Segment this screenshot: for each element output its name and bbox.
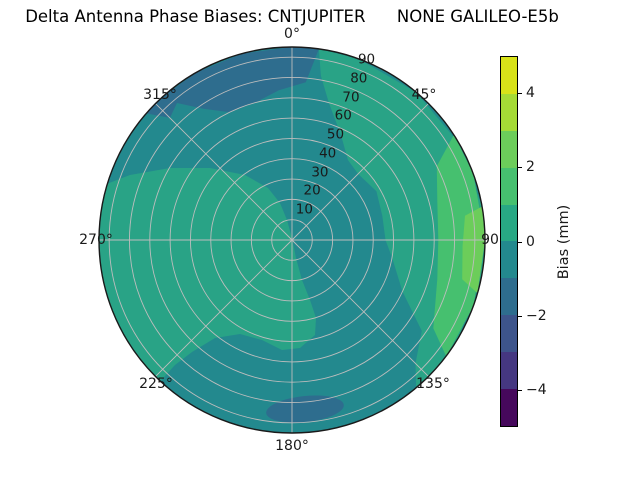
theta-tick-label-90: 90: [481, 232, 499, 248]
r-tick-label-60: 60: [334, 107, 352, 124]
theta-tick-label-180: 180°: [275, 438, 309, 454]
colorbar-tickmark-4: [518, 93, 522, 95]
r-tick-label-50: 50: [326, 126, 345, 143]
grid-spoke-45: [291, 103, 429, 241]
colorbar-ticklabel-2: 2: [526, 159, 535, 176]
r-tick-label-80: 80: [350, 70, 368, 86]
colorbar-band-3: [501, 167, 517, 205]
colorbar-ticklabel-4: 4: [526, 85, 535, 102]
colorbar-axis-label: Bias (mm): [556, 204, 572, 280]
colorbar-band-8: [501, 352, 517, 390]
theta-tick-label-135: 135°: [416, 376, 450, 392]
colorbar-band-6: [501, 278, 517, 316]
r-tick-label-40: 40: [319, 145, 337, 162]
colorbar-ticklabel-−4: −4: [526, 381, 547, 398]
grid-spoke-315: [155, 103, 293, 241]
colorbar-ticklabel-0: 0: [526, 233, 535, 250]
contour-region-right-rim-bright-patch: [462, 206, 485, 294]
colorbar-tickmark-0: [518, 241, 522, 243]
r-tick-label-70: 70: [342, 88, 360, 105]
theta-tick-label-270: 270°: [79, 232, 113, 248]
contour-region-center-left-blob: [99, 168, 316, 382]
colorbar-band-2: [501, 130, 517, 168]
theta-tick-label-45: 45°: [411, 87, 437, 103]
polar-rim: [98, 46, 486, 434]
colorbar-band-0: [501, 57, 517, 94]
contour-region-top-dark-band: [146, 47, 319, 118]
colorbar-tickmark-−4: [518, 389, 522, 391]
colorbar-band-1: [501, 93, 517, 131]
grid-spoke-135: [291, 239, 429, 377]
contour-region-right-rim-strip: [433, 134, 485, 357]
r-tick-label-20: 20: [303, 182, 321, 199]
r-tick-label-30: 30: [311, 163, 329, 180]
colorbar-band-5: [501, 241, 517, 279]
colorbar-band-9: [501, 389, 517, 426]
colorbar-band-7: [501, 315, 517, 353]
colorbar-ticklabel-−2: −2: [526, 307, 547, 324]
r-tick-label-90: 90: [357, 51, 376, 68]
theta-tick-label-315: 315°: [143, 87, 177, 103]
colorbar: [500, 56, 518, 427]
grid-spoke-225: [155, 239, 293, 377]
colorbar-tickmark-−2: [518, 315, 522, 317]
r-tick-label-10: 10: [295, 201, 313, 218]
chart-title: Delta Antenna Phase Biases: CNTJUPITER N…: [25, 7, 559, 26]
colorbar-tickmark-2: [518, 167, 522, 169]
theta-tick-label-225: 225°: [139, 376, 173, 392]
theta-tick-label-0: 0°: [284, 26, 300, 42]
colorbar-band-4: [501, 204, 517, 242]
